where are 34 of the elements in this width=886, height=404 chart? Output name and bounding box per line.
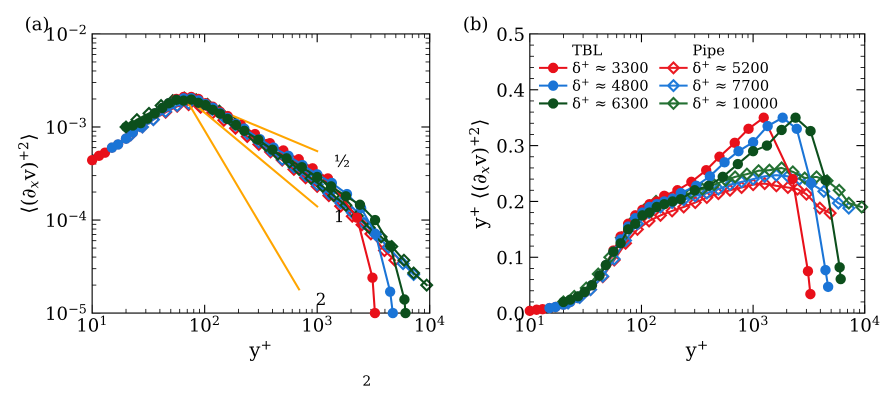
y-tick-label: 0.4 [497,83,524,97]
y-tick-label: 10$^{−3}$ [47,118,86,134]
legend-label: δ$^{+}$ ≈ 3300 [572,61,648,74]
y-tick-label: 0.3 [497,139,524,153]
y-tick-label: 0.0 [497,306,524,320]
legend-label: δ$^{+}$ ≈ 7700 [693,78,768,91]
annotation: ½ [335,154,349,168]
x-tick-label: 10$^{2}$ [628,316,656,332]
legend-label: δ$^{+}$ ≈ 4800 [572,78,648,91]
x-tick-label: 10$^{4}$ [416,316,444,332]
chart-title: (a) [26,16,48,33]
y-axis-title: y$^{+}$ ⟨(∂$_{x}$v)$^{+2}$⟩ [468,120,490,229]
x-tick-label: 10$^{2}$ [190,316,219,332]
y-tick-label: 0.5 [497,27,524,42]
x-tick-label: 10$^{1}$ [78,316,106,332]
legend-label: δ$^{+}$ ≈ 5200 [693,61,768,74]
x-axis-title: y$^{+}$ [686,340,707,361]
chart-title: (b) [464,16,488,33]
x-tick-label: 10$^{4}$ [851,316,880,332]
y-tick-label: 0.2 [497,194,524,209]
legend-label: δ$^{+}$ ≈ 10000 [693,96,778,109]
y-tick-label: 10$^{−2}$ [47,24,86,41]
x-tick-label: 10$^{3}$ [739,316,768,332]
y-tick-label: 0.1 [497,250,522,264]
annotation: TBL [572,44,602,56]
annotation: 1 [336,210,342,222]
y-tick-label: 10$^{−4}$ [47,210,86,228]
x-tick-label: 10$^{3}$ [304,316,332,332]
x-axis-title: y$^{+}$ [249,340,270,361]
y-axis-title: ⟨(∂$_{x}$v)$^{+2}$⟩ [18,135,38,212]
legend-label: δ$^{+}$ ≈ 6300 [572,96,648,109]
annotation: Pipe [693,44,724,58]
annotation: 2 [316,292,325,306]
text: 2 [363,375,370,386]
